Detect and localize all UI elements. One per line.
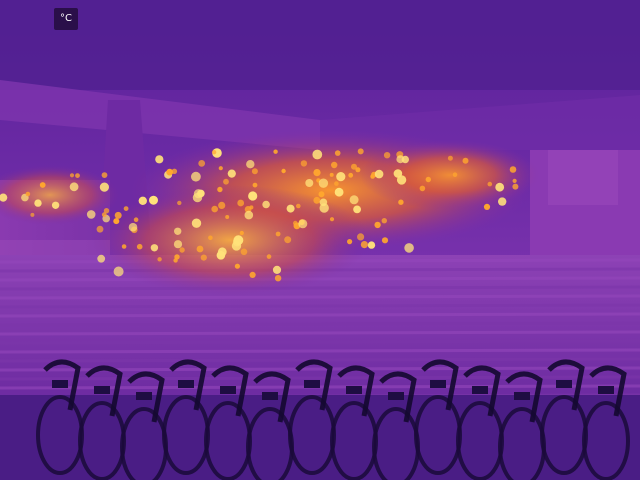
temperature-unit-badge: °C [54, 8, 78, 30]
hot-spots [0, 148, 519, 282]
bicycles-foreground [36, 359, 630, 480]
